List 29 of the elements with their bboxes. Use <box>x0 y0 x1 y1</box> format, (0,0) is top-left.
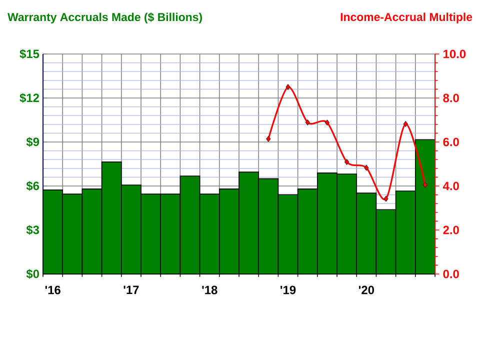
point <box>364 164 369 171</box>
point <box>324 120 330 126</box>
x-tick-label: '17 <box>124 286 139 294</box>
x-tick-label: '19 <box>280 286 296 294</box>
y-tick-label: $12 <box>20 93 40 103</box>
y-tick-label: $9 <box>26 137 40 147</box>
x-tick-label: '16 <box>45 286 60 294</box>
x-tick-label: '18 <box>202 286 218 294</box>
point <box>344 159 350 166</box>
y-tick-label: $0 <box>26 269 39 279</box>
y2-tick-label: 6.0 <box>443 138 459 146</box>
y-tick-label: $3 <box>26 225 40 235</box>
point <box>403 120 408 127</box>
y2-tick-label: 4.0 <box>442 182 459 190</box>
y2-tick-label: 10.0 <box>444 50 466 58</box>
y2-axis-title: Income-Accrual Multiple <box>340 12 472 24</box>
y-axis-title: Warranty Accruals Made ($ Billions) <box>8 12 202 24</box>
point <box>384 196 388 202</box>
x-tick-label: '20 <box>358 286 374 294</box>
y-tick-label: $6 <box>26 181 40 191</box>
line-series <box>266 84 428 202</box>
y2-tick-label: 0.0 <box>443 270 459 278</box>
point <box>422 182 428 188</box>
point <box>286 84 290 90</box>
point <box>305 119 310 126</box>
y2-tick-label: 2.0 <box>443 226 459 234</box>
y-tick-label: $15 <box>20 49 40 59</box>
y2-tick-label: 8.0 <box>443 94 459 102</box>
point <box>266 136 271 142</box>
